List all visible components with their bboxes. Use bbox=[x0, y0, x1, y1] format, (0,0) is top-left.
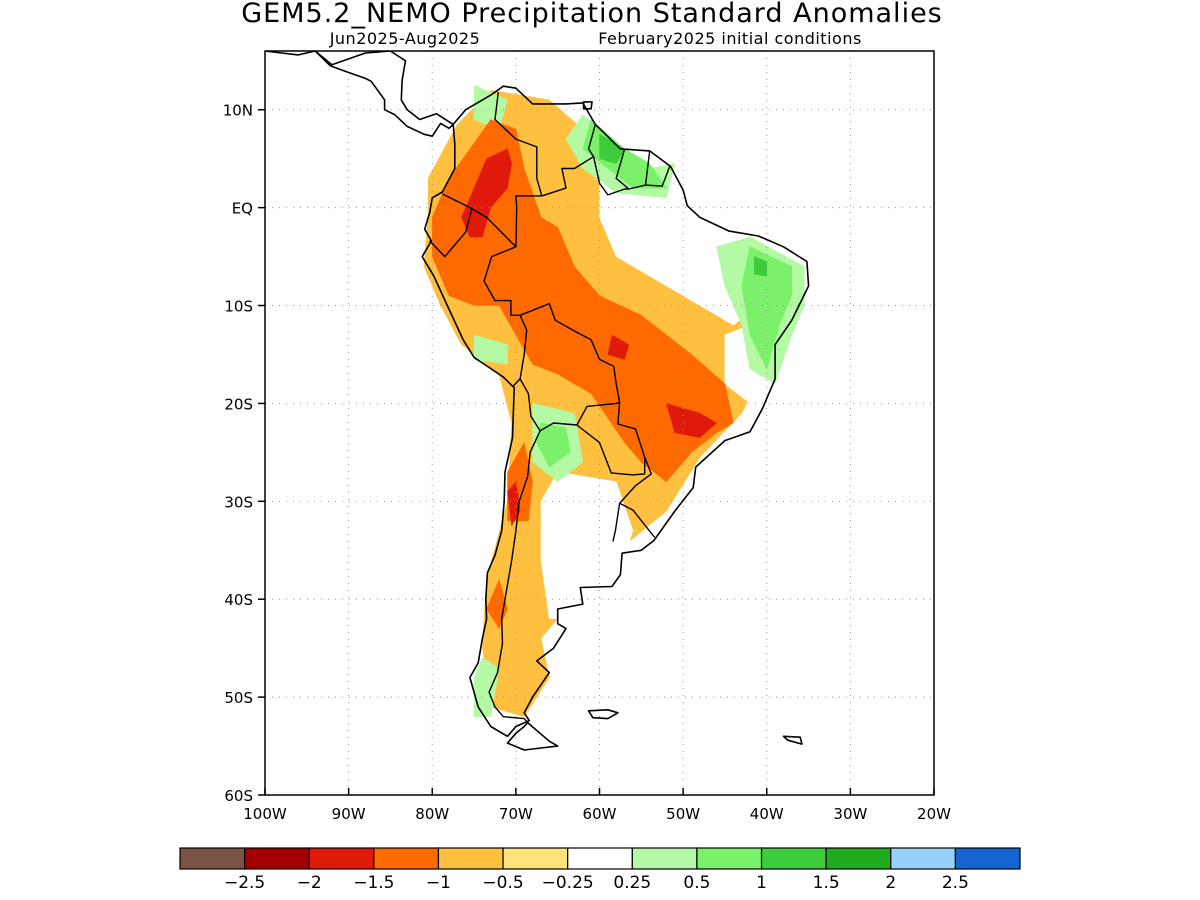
border-argentina-brazil-uruguay bbox=[618, 457, 656, 538]
anomaly-region-4 bbox=[523, 716, 567, 747]
axis-ticks: 100W 90W 80W 70W 60W 50W 40W 30W 20W 10N EQ 10S 20S 3… bbox=[223, 102, 951, 823]
border-ecuador-peru bbox=[429, 209, 473, 258]
colorbar-swatch bbox=[179, 847, 246, 870]
colorbar-swatch bbox=[373, 847, 440, 870]
colorbar-label: −1 bbox=[426, 873, 451, 893]
anomaly-region-13 bbox=[536, 422, 571, 468]
chart-subtitle-initial-conditions: February2025 initial conditions bbox=[598, 29, 862, 48]
x-tick-label: 20W bbox=[917, 805, 951, 823]
x-tick-label: 30W bbox=[833, 805, 867, 823]
colorbar-label: 1 bbox=[756, 873, 767, 893]
chart-title: GEM5.2_NEMO Precipitation Standard Anoma… bbox=[241, 0, 943, 29]
colorbar-swatch bbox=[567, 847, 633, 870]
border-guiana-brazil bbox=[645, 166, 671, 187]
colorbar-swatch bbox=[502, 847, 569, 870]
border-paraguay bbox=[576, 401, 646, 476]
y-tick-label: 60S bbox=[224, 787, 253, 805]
colorbar-label: 2.5 bbox=[942, 873, 969, 893]
anomaly-region-19 bbox=[461, 148, 512, 238]
border-bolivia-brazil bbox=[519, 302, 621, 403]
gridlines bbox=[265, 51, 934, 795]
colorbar-label: −1.5 bbox=[353, 873, 394, 893]
anomaly-region-16 bbox=[432, 119, 734, 482]
y-tick-label: 10N bbox=[223, 102, 253, 120]
colorbar-swatch bbox=[760, 847, 827, 870]
border-uruguay-argentina bbox=[612, 503, 621, 542]
x-tick-label: 40W bbox=[750, 805, 784, 823]
border-guyana-brazil bbox=[592, 156, 629, 196]
anomaly-region-15 bbox=[753, 256, 768, 277]
colorbar-label: −0.25 bbox=[542, 873, 594, 893]
y-tick-label: EQ bbox=[232, 200, 253, 218]
y-tick-label: 40S bbox=[224, 591, 253, 609]
colorbar: −2.5 −2 −1.5 −1 −0.5 −0.25 0.25 0.5 1 1.5 2 2.5 bbox=[179, 847, 1021, 893]
south-america-coastline bbox=[421, 85, 810, 738]
trinidad-coastline bbox=[582, 101, 593, 110]
border-chile-argentina bbox=[488, 430, 541, 724]
x-tick-label: 90W bbox=[332, 805, 366, 823]
y-tick-label: 50S bbox=[224, 689, 253, 707]
border-venezuela-guyana-brazil bbox=[541, 124, 596, 197]
border-bolivia-chile-argentina bbox=[519, 378, 577, 432]
chart-subtitle-period: Jun2025-Aug2025 bbox=[329, 29, 481, 48]
colorbar-label: 0.25 bbox=[613, 873, 651, 893]
colorbar-label: −2.5 bbox=[224, 873, 265, 893]
x-tick-label: 50W bbox=[666, 805, 700, 823]
colorbar-label: 2 bbox=[885, 873, 896, 893]
colorbar-swatch bbox=[631, 847, 698, 870]
x-tick-label: 60W bbox=[583, 805, 617, 823]
south-georgia-coastline bbox=[782, 735, 803, 745]
colorbar-label: −0.5 bbox=[482, 873, 523, 893]
colorbar-label: 1.5 bbox=[813, 873, 840, 893]
y-tick-label: 30S bbox=[224, 493, 253, 511]
x-tick-label: 100W bbox=[243, 805, 287, 823]
anomaly-region-22 bbox=[607, 334, 630, 360]
x-tick-label: 80W bbox=[415, 805, 449, 823]
colorbar-swatch bbox=[244, 847, 310, 870]
colorbar-swatch bbox=[954, 847, 1021, 870]
colorbar-label: −2 bbox=[297, 873, 322, 893]
y-tick-label: 10S bbox=[224, 298, 253, 316]
tierra-del-fuego-coastline bbox=[506, 721, 559, 751]
colorbar-swatch bbox=[437, 847, 504, 870]
colorbar-swatch bbox=[890, 847, 956, 870]
anomaly-region-12 bbox=[741, 246, 793, 370]
coastline-layer bbox=[265, 51, 810, 751]
border-peru-brazil-bolivia bbox=[483, 246, 528, 388]
x-tick-label: 70W bbox=[499, 805, 533, 823]
colorbar-swatch bbox=[308, 847, 375, 870]
border-colombia-venezuela bbox=[494, 92, 543, 197]
colorbar-swatch bbox=[825, 847, 892, 870]
y-tick-label: 20S bbox=[224, 395, 253, 413]
anomaly-region-9 bbox=[473, 334, 508, 365]
colorbar-label: 0.5 bbox=[683, 873, 710, 893]
colorbar-swatch bbox=[696, 847, 763, 870]
anomaly-region-20 bbox=[666, 403, 717, 438]
central-america-coastline bbox=[265, 51, 454, 137]
falkland-islands-coastline bbox=[587, 709, 619, 720]
